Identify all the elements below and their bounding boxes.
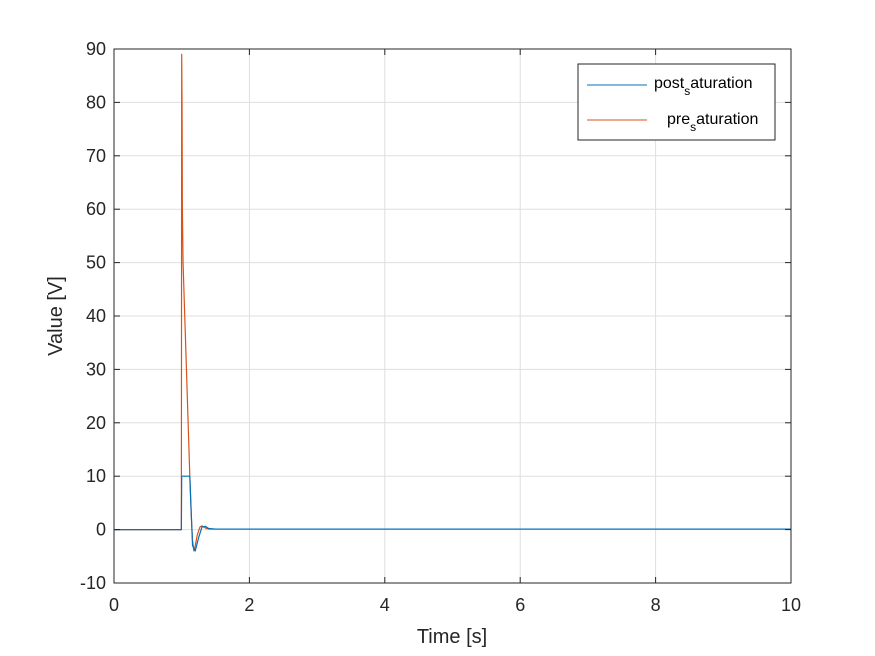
- series-line-post-saturation: [114, 475, 791, 552]
- x-tick-label: 4: [380, 595, 390, 615]
- y-tick-label: 90: [86, 39, 106, 59]
- legend-box: [577, 63, 776, 141]
- y-tick-label: 50: [86, 253, 106, 273]
- legend-label-pre-saturation: presaturation: [667, 111, 758, 134]
- x-tick-label: 2: [244, 595, 254, 615]
- y-tick-label: 0: [96, 520, 106, 540]
- x-axis-title: Time [s]: [417, 626, 487, 648]
- y-tick-label: 80: [86, 92, 106, 112]
- x-tick-label: 10: [781, 595, 801, 615]
- y-tick-label: 10: [86, 466, 106, 486]
- y-tick-label: 30: [86, 359, 106, 379]
- y-tick-label: 20: [86, 413, 106, 433]
- y-tick-label: -10: [80, 573, 106, 593]
- x-tick-label: 0: [109, 595, 119, 615]
- x-tick-label: 6: [515, 595, 525, 615]
- x-tick-label: 8: [651, 595, 661, 615]
- series-layer: [114, 53, 791, 552]
- legend-label-post-saturation: postsaturation: [654, 75, 753, 98]
- y-tick-label: 70: [86, 146, 106, 166]
- y-tick-label: 40: [86, 306, 106, 326]
- legend: postsaturation presaturation: [577, 63, 776, 141]
- y-tick-label: 60: [86, 199, 106, 219]
- y-axis-title: Value [V]: [45, 276, 67, 356]
